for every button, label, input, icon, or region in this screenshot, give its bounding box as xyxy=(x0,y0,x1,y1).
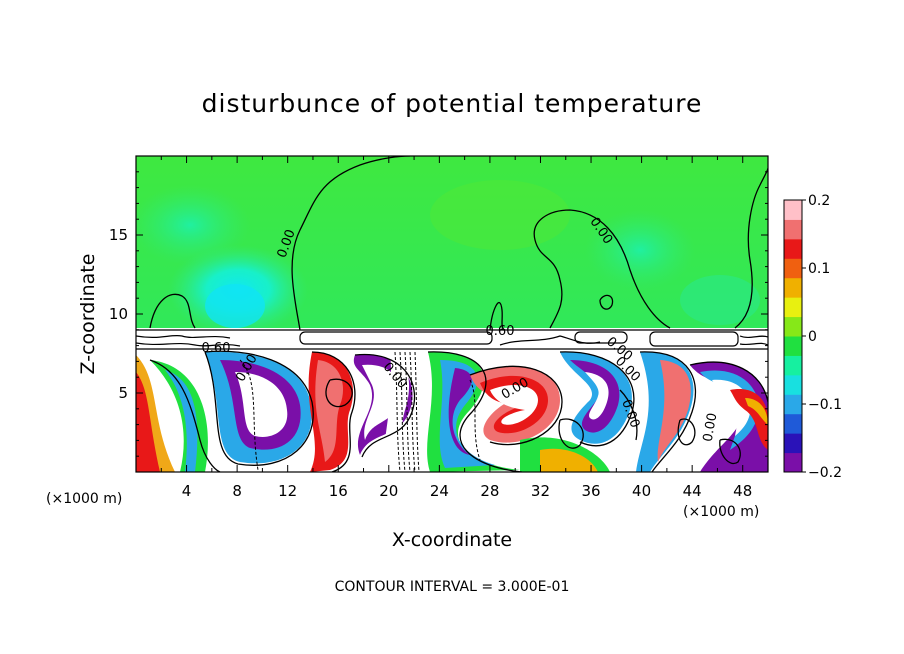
contour-interval-note: CONTOUR INTERVAL = 3.000E-01 xyxy=(335,579,570,595)
chart-title: disturbunce of potential temperature xyxy=(202,89,703,118)
colorbar-swatch xyxy=(784,219,802,240)
field-blob xyxy=(680,275,760,325)
dashed-contours xyxy=(239,351,481,472)
y-axis-label: Z-coordinate xyxy=(77,254,99,375)
colorbar-ticks: 0.2 0.1 0 −0.1 −0.2 xyxy=(802,193,842,481)
field-blob xyxy=(136,185,250,265)
colorbar-swatch xyxy=(784,316,802,337)
x-axis: 4 8 12 16 20 24 28 32 36 40 44 48 xyxy=(160,156,752,500)
x-tick-label: 16 xyxy=(329,482,348,500)
colorbar-swatch xyxy=(784,452,802,473)
x-tick-label: 48 xyxy=(733,482,752,500)
contour-label: 0.60 xyxy=(202,341,231,356)
x-tick-label: 20 xyxy=(379,482,398,500)
inversion-band-contours xyxy=(136,329,768,350)
colorbar-tick-label: 0 xyxy=(808,329,817,345)
colorbar-swatch xyxy=(784,277,802,298)
x-tick-label: 4 xyxy=(182,482,192,500)
colorbar-tick-label: −0.2 xyxy=(808,465,842,481)
contour-label: 0.00 xyxy=(701,412,721,443)
x-tick-label: 40 xyxy=(632,482,651,500)
x-tick-label: 36 xyxy=(581,482,600,500)
field-blob xyxy=(430,180,570,250)
field-blob xyxy=(585,210,695,290)
x-tick-label: 28 xyxy=(480,482,499,500)
y-axis: 5 10 15 xyxy=(109,171,768,457)
colorbar-swatch xyxy=(784,336,802,356)
colorbar-tick-label: 0.2 xyxy=(808,193,830,209)
colorbar xyxy=(783,199,803,473)
colorbar-swatch xyxy=(784,394,802,415)
plot-area: 0.00 0.00 0.00 0.60 0.60 0.00 0.00 0.00 … xyxy=(136,156,768,472)
x-tick-label: 8 xyxy=(232,482,242,500)
contour-label: 0.60 xyxy=(486,324,515,339)
lower-layer-swirls xyxy=(136,351,768,472)
colorbar-tick-label: 0.1 xyxy=(808,261,830,277)
z-unit-label: (×1000 m) xyxy=(46,491,122,507)
colorbar-swatch xyxy=(784,433,802,454)
x-tick-label: 32 xyxy=(531,482,550,500)
colorbar-swatch xyxy=(784,374,802,395)
colorbar-swatch xyxy=(784,297,802,318)
colorbar-swatch xyxy=(784,200,802,220)
colorbar-swatch xyxy=(784,413,802,434)
x-axis-label: X-coordinate xyxy=(392,529,512,551)
colorbar-swatch xyxy=(784,238,802,259)
colorbar-swatch xyxy=(784,355,802,376)
y-tick-label: 10 xyxy=(109,305,128,323)
y-tick-label: 5 xyxy=(118,384,128,402)
x-tick-label: 44 xyxy=(683,482,702,500)
x-tick-label: 24 xyxy=(430,482,449,500)
x-unit-label: (×1000 m) xyxy=(683,504,759,520)
colorbar-swatch xyxy=(784,258,802,279)
colorbar-tick-label: −0.1 xyxy=(808,397,842,413)
y-tick-label: 15 xyxy=(109,226,128,244)
x-tick-label: 12 xyxy=(278,482,297,500)
field-blob xyxy=(205,284,265,328)
